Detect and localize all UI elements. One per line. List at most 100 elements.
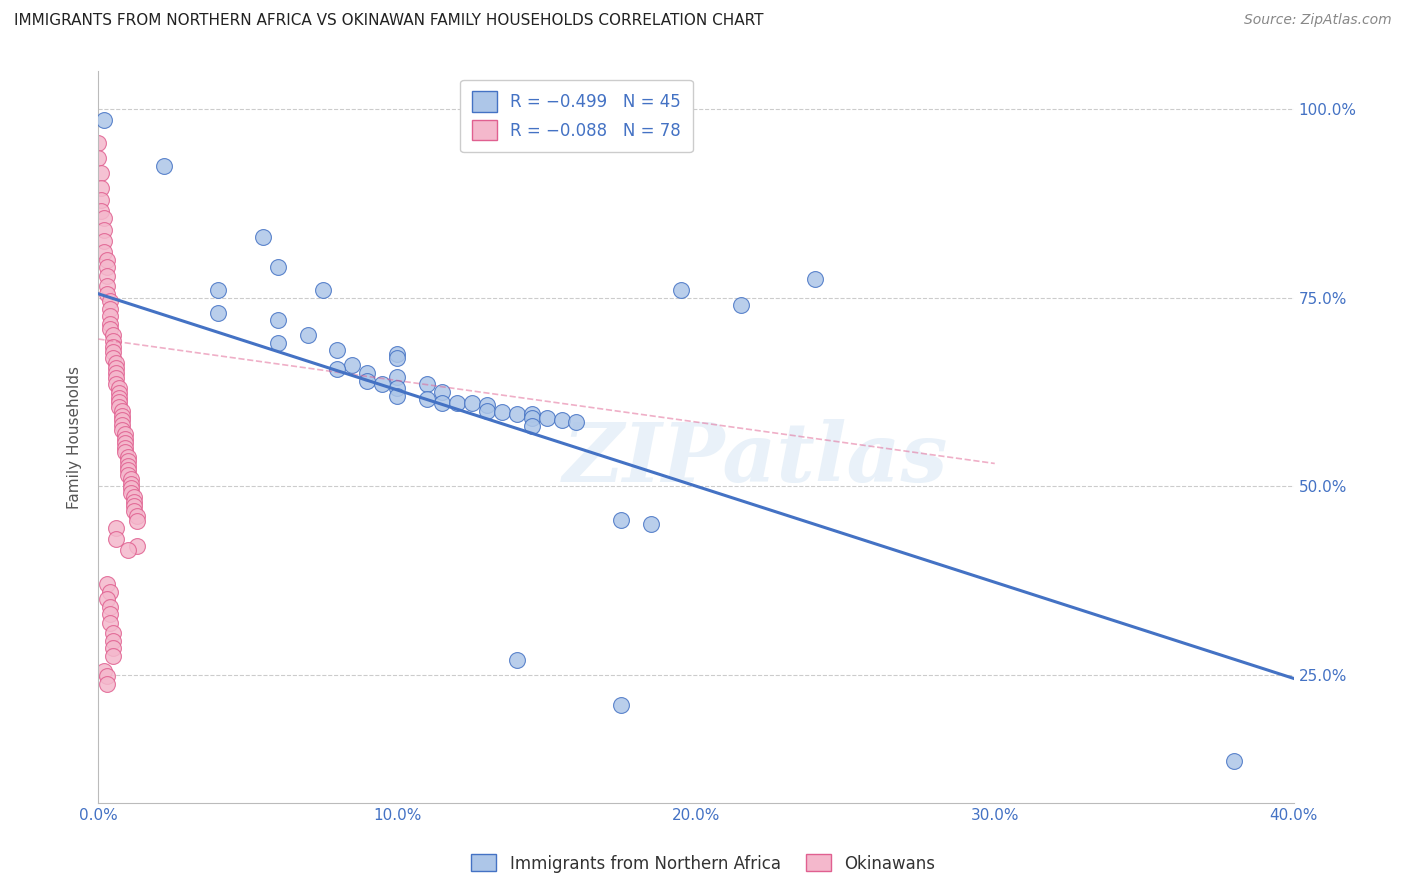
Point <box>120 472 142 486</box>
Point <box>461 396 484 410</box>
Text: IMMIGRANTS FROM NORTHERN AFRICA VS OKINAWAN FAMILY HOUSEHOLDS CORRELATION CHART: IMMIGRANTS FROM NORTHERN AFRICA VS OKINA… <box>14 13 763 29</box>
Point <box>103 633 125 648</box>
Point <box>117 450 139 464</box>
Point <box>111 409 134 423</box>
Legend: Immigrants from Northern Africa, Okinawans: Immigrants from Northern Africa, Okinawa… <box>464 847 942 880</box>
Point <box>111 417 134 432</box>
Point <box>117 543 139 558</box>
Point <box>356 374 378 388</box>
Point <box>103 641 125 656</box>
Point <box>446 396 468 410</box>
Point <box>90 166 112 180</box>
Point <box>105 366 128 380</box>
Point <box>536 411 558 425</box>
Point <box>96 260 118 275</box>
Point <box>105 532 128 546</box>
Point <box>120 481 142 495</box>
Point <box>96 669 118 683</box>
Point <box>506 408 529 422</box>
Point <box>100 317 122 331</box>
Point <box>111 423 134 437</box>
Point <box>87 151 110 165</box>
Point <box>311 283 333 297</box>
Point <box>207 283 229 297</box>
Point <box>103 351 125 365</box>
Point <box>96 252 118 267</box>
Point <box>120 486 142 500</box>
Point <box>114 427 136 442</box>
Point <box>640 516 662 531</box>
Point <box>117 463 139 477</box>
Point <box>117 458 139 473</box>
Point <box>124 495 146 509</box>
Point <box>105 356 128 370</box>
Point <box>111 404 134 418</box>
Point <box>114 436 136 450</box>
Point <box>430 396 453 410</box>
Point <box>565 415 588 429</box>
Point <box>124 491 146 505</box>
Point <box>93 664 115 678</box>
Point <box>90 203 112 218</box>
Point <box>267 260 290 275</box>
Point <box>93 223 115 237</box>
Text: ZIPatlas: ZIPatlas <box>562 419 949 499</box>
Point <box>127 540 149 554</box>
Point <box>669 283 692 297</box>
Point <box>326 362 349 376</box>
Point <box>153 159 176 173</box>
Point <box>103 648 125 663</box>
Point <box>506 652 529 666</box>
Point <box>356 366 378 380</box>
Point <box>416 392 439 407</box>
Point <box>342 359 364 373</box>
Point <box>105 520 128 534</box>
Point <box>103 328 125 343</box>
Point <box>610 698 633 712</box>
Point <box>385 369 409 384</box>
Point <box>520 418 543 433</box>
Point <box>371 377 394 392</box>
Point <box>90 193 112 207</box>
Point <box>207 306 229 320</box>
Point <box>111 413 134 427</box>
Point <box>804 271 827 285</box>
Point <box>520 408 543 422</box>
Point <box>96 269 118 284</box>
Point <box>108 400 131 414</box>
Point <box>475 398 498 412</box>
Legend: R = −0.499   N = 45, R = −0.088   N = 78: R = −0.499 N = 45, R = −0.088 N = 78 <box>460 79 693 152</box>
Point <box>96 286 118 301</box>
Point <box>93 245 115 260</box>
Point <box>105 361 128 376</box>
Point <box>100 294 122 309</box>
Point <box>385 351 409 365</box>
Point <box>87 136 110 150</box>
Point <box>252 230 274 244</box>
Point <box>103 626 125 640</box>
Point <box>385 347 409 361</box>
Point <box>93 211 115 226</box>
Point <box>100 310 122 324</box>
Point <box>127 509 149 524</box>
Point <box>385 389 409 403</box>
Point <box>100 322 122 336</box>
Point <box>120 476 142 491</box>
Point <box>610 513 633 527</box>
Point <box>475 403 498 417</box>
Point <box>430 384 453 399</box>
Point <box>108 386 131 401</box>
Point <box>267 335 290 350</box>
Point <box>103 344 125 359</box>
Point <box>520 411 543 425</box>
Point <box>124 500 146 514</box>
Point <box>93 234 115 248</box>
Point <box>100 599 122 614</box>
Point <box>100 616 122 631</box>
Point <box>550 413 572 427</box>
Point <box>103 334 125 348</box>
Point <box>108 381 131 395</box>
Point <box>117 467 139 482</box>
Point <box>100 301 122 316</box>
Y-axis label: Family Households: Family Households <box>67 366 83 508</box>
